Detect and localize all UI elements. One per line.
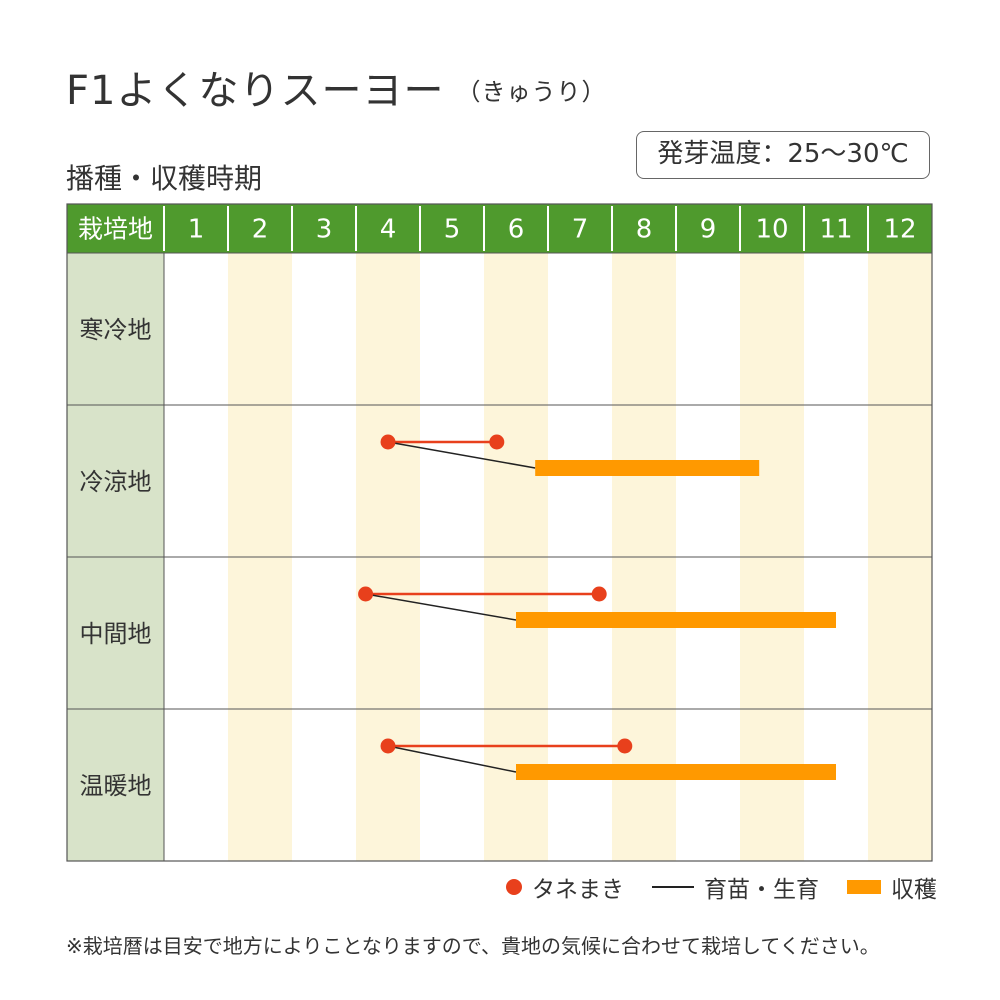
growing-line-icon xyxy=(652,886,694,888)
legend-growing-label: 育苗・生育 xyxy=(704,877,819,903)
month-label-10: 10 xyxy=(755,215,788,245)
page-title: F1よくなりスーヨー （きゅうり） xyxy=(66,58,606,116)
sowing-dot-icon xyxy=(506,879,522,895)
sowing-start-dot xyxy=(380,738,396,754)
month-label-2: 2 xyxy=(252,215,269,245)
growing-line xyxy=(387,441,536,469)
month-label-9: 9 xyxy=(700,215,717,245)
germination-temp-badge: 発芽温度：25〜30℃ xyxy=(636,131,930,179)
harvest-bar-icon xyxy=(847,880,881,894)
chart-border xyxy=(66,203,933,862)
harvest-bar xyxy=(516,612,836,628)
month-label-7: 7 xyxy=(572,215,589,245)
region-label: 寒冷地 xyxy=(80,316,152,344)
sowing-end-dot xyxy=(591,586,607,602)
month-label-6: 6 xyxy=(508,215,525,245)
month-label-3: 3 xyxy=(316,215,333,245)
region-label: 冷涼地 xyxy=(80,468,152,496)
sowing-end-dot xyxy=(617,738,633,754)
month-label-5: 5 xyxy=(444,215,461,245)
month-label-11: 11 xyxy=(819,215,852,245)
sowing-start-dot xyxy=(380,434,396,450)
region-label: 中間地 xyxy=(80,620,152,648)
legend-sowing-label: タネまき xyxy=(532,877,624,903)
title-main: F1よくなりスーヨー xyxy=(66,68,445,114)
growing-line xyxy=(387,745,517,773)
footnote: ※栽培暦は目安で地方によりことなりますので、貴地の気候に合わせて栽培してください… xyxy=(66,934,880,958)
sowing-start-dot xyxy=(358,586,374,602)
legend: タネまき 育苗・生育 収穫 xyxy=(506,870,937,904)
month-label-1: 1 xyxy=(188,215,205,245)
header-label: 栽培地 xyxy=(78,215,153,244)
sowing-end-dot xyxy=(489,434,505,450)
harvest-bar xyxy=(535,460,760,476)
region-label: 温暖地 xyxy=(80,772,152,800)
month-label-8: 8 xyxy=(636,215,653,245)
chart-subtitle: 播種・収穫時期 xyxy=(66,162,263,195)
header-row xyxy=(67,204,932,253)
legend-harvest-label: 収穫 xyxy=(891,877,937,903)
month-label-4: 4 xyxy=(380,215,397,245)
harvest-bar xyxy=(516,764,836,780)
month-label-12: 12 xyxy=(883,215,916,245)
legend-growing: 育苗・生育 xyxy=(652,870,819,904)
title-sub: （きゅうり） xyxy=(456,78,607,106)
legend-harvest: 収穫 xyxy=(847,870,937,904)
legend-sowing: タネまき xyxy=(506,870,624,904)
growing-line xyxy=(365,593,517,621)
